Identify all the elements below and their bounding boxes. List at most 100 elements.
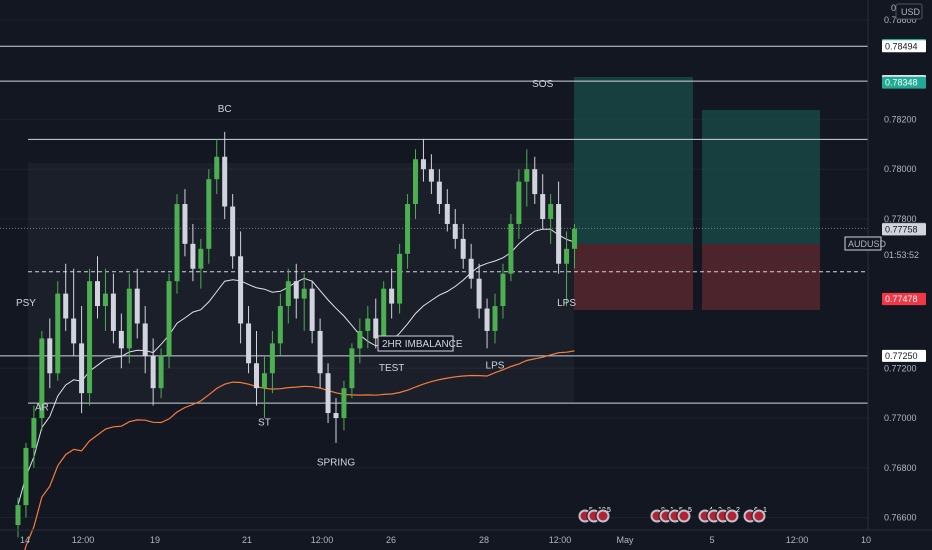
currency-label: USD — [901, 7, 921, 17]
candle — [174, 194, 180, 294]
event-flag[interactable]: 1 — [751, 507, 767, 524]
candle — [31, 405, 37, 468]
candle — [214, 139, 220, 195]
top-axis-label: 0. — [891, 3, 899, 13]
y-tick-label: 0.78000 — [884, 164, 917, 174]
candle — [405, 194, 411, 269]
candle — [516, 169, 522, 239]
candle — [134, 268, 140, 339]
x-tick-label: 12:00 — [311, 535, 334, 545]
event-flag[interactable]: 5 — [676, 507, 692, 524]
candle — [333, 398, 339, 443]
svg-text:0.77478: 0.77478 — [885, 294, 918, 304]
candle — [389, 268, 395, 319]
price-tag: 0.78494 — [882, 40, 926, 53]
y-tick-label: 0.77000 — [884, 413, 917, 423]
annotation-label: SOS — [532, 79, 553, 90]
candle — [102, 268, 108, 331]
loss-zone-2[interactable] — [702, 244, 820, 310]
candle — [55, 281, 61, 381]
svg-text:0.77758: 0.77758 — [885, 224, 918, 234]
candle — [110, 273, 116, 344]
candle — [47, 318, 53, 389]
candle — [301, 273, 307, 331]
x-tick-label: 10 — [861, 535, 871, 545]
currency-button[interactable]: USD — [895, 3, 923, 20]
candle — [436, 169, 442, 214]
svg-text:0.77250: 0.77250 — [885, 351, 918, 361]
x-tick-label: 19 — [150, 535, 160, 545]
candle — [126, 273, 132, 364]
candle — [309, 281, 315, 344]
candle — [500, 263, 506, 319]
candle — [325, 363, 331, 424]
x-tick-label: 21 — [242, 535, 252, 545]
candle — [87, 268, 93, 406]
candle — [63, 263, 69, 331]
candle — [484, 298, 490, 349]
candle — [15, 497, 21, 538]
countdown-text: 01:53:52 — [884, 250, 919, 260]
candle — [413, 149, 418, 219]
price-tag: 0.77250 — [882, 349, 926, 362]
annotation-label: ST — [258, 417, 271, 428]
x-tick-label: 26 — [386, 535, 396, 545]
event-flag[interactable]: 5 — [595, 507, 611, 524]
loss-zone-1[interactable] — [574, 244, 693, 310]
symbol-text: AUDUSD — [848, 239, 887, 249]
candle — [532, 156, 538, 205]
candle — [341, 380, 347, 431]
y-tick-label: 0.76800 — [884, 463, 917, 473]
price-tag: 0.77758 — [882, 223, 926, 236]
candle — [452, 209, 458, 249]
imbalance-label[interactable]: 2HR IMBALANCE — [377, 335, 463, 352]
x-tick-label: 5 — [709, 535, 714, 545]
candle — [317, 318, 323, 389]
economic-events[interactable]: 51058155438261 — [577, 507, 767, 524]
candle — [397, 243, 403, 314]
x-tick-label: May — [616, 535, 634, 545]
event-flag[interactable]: 2 — [724, 507, 740, 524]
time-axis[interactable]: 14 12:00 19 21 12:00 26 28 12:00 May 5 12:00 10 — [0, 529, 932, 545]
candle — [524, 149, 530, 207]
candle — [142, 306, 148, 374]
candle — [254, 330, 259, 406]
candle — [420, 139, 426, 182]
imbalance-label-text: 2HR IMBALANCE — [382, 339, 463, 350]
candle — [277, 293, 283, 356]
price-axis[interactable]: 0.78600 0.78200 0.78000 0.77800 0.77200 0.770… — [867, 0, 932, 530]
candle — [476, 263, 482, 319]
candle — [460, 223, 466, 269]
annotation-label: LPS — [557, 298, 576, 309]
ma-slow-line — [24, 350, 575, 550]
candle — [444, 189, 450, 232]
candle — [166, 273, 172, 369]
candle — [238, 231, 244, 344]
profit-zone-2[interactable] — [702, 110, 820, 244]
candle — [373, 298, 379, 349]
profit-zone-1[interactable] — [574, 77, 693, 244]
candles — [15, 131, 577, 538]
annotation-label: TEST — [379, 363, 405, 374]
symbol-tag: AUDUSD — [844, 236, 887, 251]
horizontal-levels[interactable] — [0, 45, 868, 404]
candle — [71, 268, 77, 356]
candle — [556, 181, 562, 274]
candle — [182, 189, 188, 257]
candle — [285, 268, 291, 324]
grid — [0, 19, 868, 519]
candle — [468, 243, 474, 289]
candle — [95, 256, 100, 319]
candle — [261, 355, 267, 419]
candle — [540, 174, 546, 229]
candle — [349, 343, 355, 399]
candle — [39, 330, 45, 431]
candle — [365, 306, 371, 349]
candle — [492, 293, 498, 344]
candle — [23, 442, 29, 518]
svg-text:0.78348: 0.78348 — [885, 78, 918, 88]
candle — [564, 231, 570, 307]
y-tick-label: 0.77200 — [884, 363, 917, 373]
y-tick-label: 0.76600 — [884, 513, 917, 523]
